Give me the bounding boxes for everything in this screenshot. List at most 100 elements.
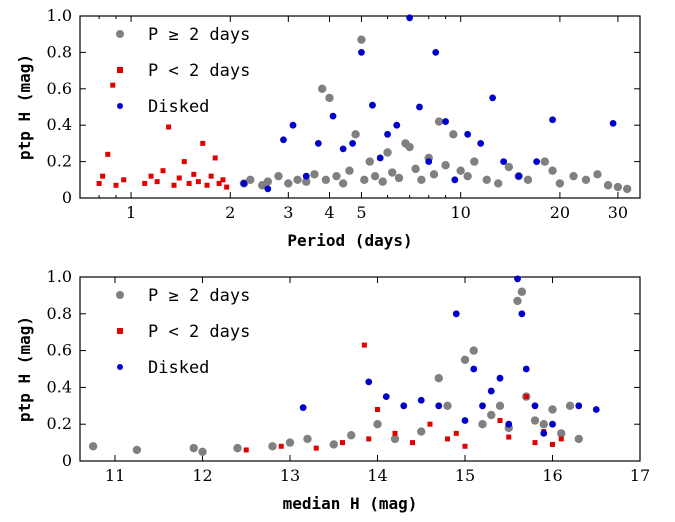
data-point-disked	[400, 402, 408, 410]
data-point-disked	[496, 374, 504, 382]
y-tick-label: 0.6	[47, 341, 72, 360]
y-tick-label: 0.8	[47, 42, 72, 61]
x-tick-label: 12	[192, 466, 212, 485]
legend-label: P ≥ 2 days	[148, 286, 250, 306]
data-point-short-period	[160, 168, 166, 174]
data-point-long-period	[470, 157, 479, 166]
legend-label: P < 2 days	[148, 61, 250, 81]
data-point-disked	[515, 172, 523, 180]
data-point-long-period	[557, 429, 566, 438]
y-tick-label: 0.2	[47, 414, 72, 433]
legend-marker	[117, 67, 123, 73]
data-point-long-period	[460, 355, 470, 364]
data-point-disked	[416, 103, 423, 111]
data-point-long-period	[321, 175, 331, 184]
data-point-short-period	[523, 394, 529, 400]
data-point-long-period	[390, 434, 400, 444]
data-point-short-period	[148, 173, 154, 179]
data-point-long-period	[268, 442, 277, 451]
data-point-long-period	[351, 130, 360, 139]
data-point-long-period	[388, 168, 397, 177]
data-point-disked	[533, 158, 541, 166]
data-point-long-period	[233, 443, 242, 453]
x-tick-label: 3	[283, 203, 293, 222]
data-point-disked	[358, 49, 365, 56]
legend-label: Disked	[148, 358, 209, 378]
data-point-disked	[549, 420, 556, 428]
y-tick-label: 0.2	[47, 152, 72, 171]
data-point-disked	[575, 402, 583, 410]
data-point-long-period	[434, 117, 444, 126]
data-point-long-period	[478, 420, 487, 429]
data-point-long-period	[449, 130, 458, 139]
data-point-disked	[425, 158, 433, 166]
data-point-short-period	[366, 436, 372, 442]
y-tick-label: 1.0	[47, 6, 72, 25]
data-point-long-period	[504, 162, 514, 172]
x-tick-label: 15	[455, 466, 475, 485]
data-point-short-period	[313, 445, 319, 451]
data-point-long-period	[565, 401, 575, 410]
data-point-long-period	[394, 173, 404, 183]
median-h-panel: 11 12 13 14 15 16 17 0 0.2 0.4 0.6 0.8 1.0 median H (…	[15, 267, 650, 513]
data-point-short-period	[445, 436, 450, 442]
data-point-disked	[505, 420, 513, 428]
data-point-disked	[592, 406, 600, 413]
legend-marker	[117, 328, 123, 334]
data-point-disked	[435, 402, 443, 410]
data-point-long-period	[540, 157, 550, 166]
data-point-short-period	[96, 180, 102, 186]
data-point-short-period	[558, 436, 564, 442]
data-point-disked	[540, 430, 548, 437]
x-tick-label: 30	[608, 203, 628, 222]
y-axis-title: ptp H (mag)	[15, 316, 34, 422]
legend-marker	[117, 103, 123, 109]
data-point-short-period	[181, 159, 187, 165]
data-point-long-period	[569, 171, 578, 181]
data-point-disked	[479, 402, 486, 410]
data-point-long-period	[345, 166, 354, 175]
x-tick-label: 11	[105, 466, 125, 485]
data-point-disked	[406, 14, 414, 22]
data-point-short-period	[220, 177, 226, 183]
data-point-disked	[452, 310, 460, 318]
data-point-long-period	[370, 171, 380, 181]
data-point-long-period	[482, 175, 491, 184]
data-point-disked	[240, 180, 248, 187]
x-tick-label: 5	[356, 203, 366, 222]
y-axis-title: ptp H (mag)	[15, 54, 34, 160]
data-point-long-period	[360, 175, 369, 184]
data-point-long-period	[329, 440, 338, 449]
data-point-long-period	[302, 177, 311, 186]
x-tick-label: 20	[550, 203, 570, 222]
data-point-long-period	[555, 179, 565, 188]
data-point-disked	[549, 116, 556, 124]
data-point-short-period	[392, 430, 398, 436]
data-point-short-period	[361, 342, 367, 348]
data-point-disked	[369, 101, 376, 109]
data-point-short-period	[186, 180, 192, 186]
data-point-long-period	[434, 374, 443, 383]
data-point-long-period	[463, 171, 472, 181]
data-point-short-period	[200, 140, 206, 146]
data-point-long-period	[417, 427, 426, 436]
data-point-short-period	[100, 173, 106, 179]
data-point-short-period	[176, 175, 182, 181]
data-point-disked	[314, 140, 322, 147]
data-point-long-period	[548, 405, 557, 414]
data-point-disked	[393, 121, 401, 129]
data-point-long-period	[285, 438, 295, 447]
data-point-disked	[302, 172, 310, 180]
data-point-disked	[451, 176, 459, 184]
data-point-disked	[365, 378, 373, 386]
data-point-disked	[417, 396, 425, 404]
x-tick-label: 13	[280, 466, 300, 485]
data-point-long-period	[469, 346, 478, 355]
data-point-short-period	[278, 443, 284, 449]
data-point-disked	[500, 158, 508, 166]
data-point-short-period	[532, 440, 538, 446]
data-point-long-period	[88, 442, 98, 451]
data-point-long-period	[613, 182, 623, 192]
data-point-long-period	[581, 175, 591, 184]
